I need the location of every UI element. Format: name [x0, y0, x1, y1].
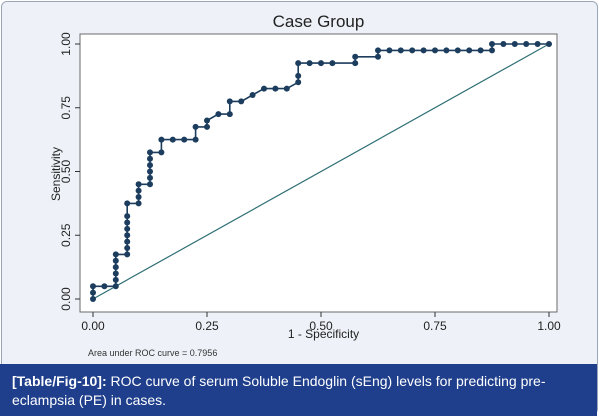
roc-point: [295, 60, 302, 67]
roc-point: [249, 92, 256, 98]
roc-point: [489, 47, 495, 54]
roc-point: [375, 53, 381, 60]
roc-point: [534, 41, 541, 47]
reference-line: [92, 43, 550, 300]
roc-point: [112, 257, 119, 264]
roc-point: [489, 41, 495, 47]
roc-point: [90, 289, 96, 296]
roc-point: [352, 60, 359, 67]
roc-point: [454, 47, 461, 54]
roc-point: [192, 123, 199, 130]
x-tick-label: 0.00: [81, 319, 105, 333]
x-tick-label: 0.50: [309, 319, 333, 333]
roc-point: [466, 47, 473, 54]
roc-point: [124, 225, 131, 232]
x-tick-label: 0.75: [423, 319, 447, 333]
caption-label: [Table/Fig-10]:: [12, 373, 107, 389]
roc-curve-line: [92, 43, 549, 299]
figure-caption: [Table/Fig-10]: ROC curve of serum Solub…: [0, 364, 597, 416]
y-tick-label: 0.25: [59, 223, 73, 247]
roc-point: [386, 47, 393, 54]
roc-point: [124, 245, 131, 251]
roc-point: [261, 85, 267, 92]
roc-point: [329, 60, 336, 67]
roc-point: [375, 47, 381, 54]
roc-point: [124, 200, 131, 207]
roc-point: [124, 219, 131, 226]
roc-point: [192, 136, 199, 143]
roc-point: [432, 47, 438, 54]
roc-point: [135, 181, 142, 188]
roc-point: [124, 232, 131, 239]
x-tick-label: 1.00: [537, 319, 561, 333]
y-tick-label: 1.00: [59, 32, 73, 56]
roc-point: [500, 41, 507, 47]
roc-point: [204, 123, 210, 130]
roc-point: [306, 60, 313, 67]
roc-point: [283, 85, 290, 92]
roc-point: [112, 251, 119, 258]
roc-point: [147, 155, 153, 162]
roc-chart: 0.00 0.00 0.25 0.25 0.50 0.50 0.75 0.75 1.00 1.00…: [49, 12, 561, 358]
roc-point: [215, 111, 222, 118]
roc-point: [546, 41, 552, 47]
x-axis-label: 1 - Specificity: [288, 327, 359, 341]
roc-point: [90, 296, 96, 302]
auc-note: Area under ROC curve = 0.7956: [88, 348, 217, 358]
roc-point: [147, 149, 153, 156]
roc-point: [147, 181, 153, 188]
roc-point: [135, 200, 142, 207]
roc-point: [124, 213, 131, 220]
roc-point: [477, 47, 484, 54]
roc-point: [272, 85, 279, 92]
roc-point: [226, 111, 233, 118]
roc-point: [443, 47, 450, 54]
roc-point: [112, 283, 119, 290]
roc-point: [238, 98, 245, 105]
roc-point: [124, 238, 131, 245]
roc-point: [147, 174, 153, 181]
roc-point: [511, 41, 518, 47]
roc-point: [181, 136, 188, 143]
roc-point: [523, 41, 530, 47]
roc-point: [397, 47, 404, 54]
roc-point: [124, 251, 131, 258]
caption-text-block: [Table/Fig-10]: ROC curve of serum Solub…: [12, 372, 587, 410]
x-tick-label: 0.25: [195, 319, 219, 333]
roc-point: [147, 162, 153, 169]
roc-point: [147, 168, 153, 175]
y-tick-label: 0.00: [59, 287, 73, 311]
caption-description: ROC curve of serum Soluble Endoglin (sEn…: [12, 373, 546, 408]
roc-point: [158, 149, 165, 156]
roc-point: [158, 136, 165, 143]
roc-point: [295, 79, 302, 86]
roc-point: [112, 276, 119, 283]
roc-point: [409, 47, 416, 54]
chart-title: Case Group: [273, 12, 365, 31]
roc-point: [318, 60, 324, 67]
roc-point: [420, 47, 427, 54]
roc-point: [90, 283, 96, 290]
y-axis-label: Sensitivity: [49, 147, 63, 201]
roc-point: [169, 136, 176, 143]
roc-point: [135, 194, 142, 200]
roc-point: [204, 117, 210, 124]
roc-point: [101, 283, 108, 290]
roc-point: [226, 98, 233, 105]
y-tick-label: 0.75: [59, 96, 73, 120]
roc-point: [135, 187, 142, 194]
roc-point: [112, 270, 119, 277]
roc-point: [352, 53, 359, 60]
roc-point: [295, 72, 302, 79]
roc-point: [112, 264, 119, 271]
y-tick-label: 0.50: [59, 159, 73, 183]
